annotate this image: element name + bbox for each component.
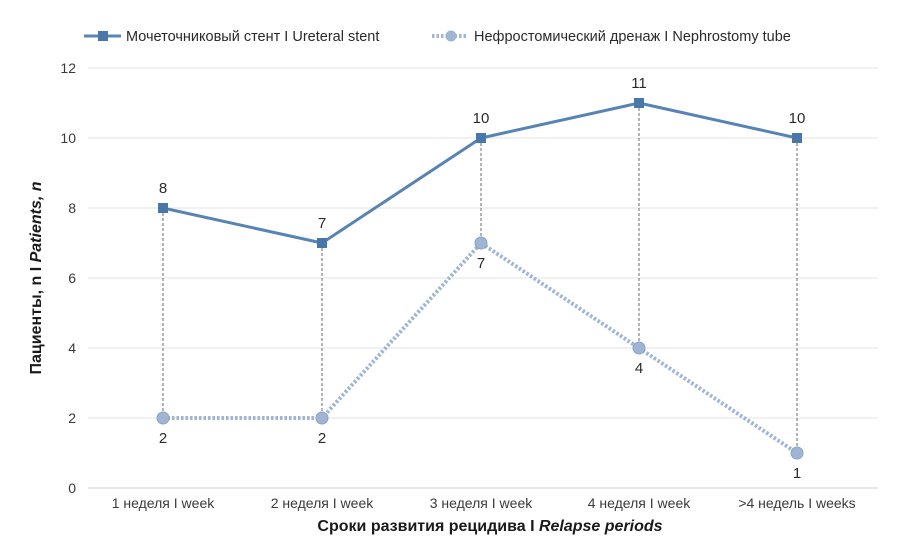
point-nephrostomy <box>156 411 170 425</box>
data-label-nephrostomy: 7 <box>477 255 485 272</box>
y-tick-label: 0 <box>68 480 76 496</box>
x-tick-label: >4 недель I weeks <box>738 495 855 511</box>
y-tick-label: 12 <box>60 60 76 76</box>
data-label-nephrostomy: 2 <box>318 430 326 447</box>
y-axis-title-main: Пациенты, n I <box>28 262 45 374</box>
legend: Мочеточниковый стент I Ureteral stent Неф… <box>84 29 791 45</box>
point-nephrostomy <box>315 411 329 425</box>
x-axis-title-italic: Relapse periods <box>539 518 663 535</box>
point-stent <box>476 133 486 143</box>
drop-lines <box>162 103 798 453</box>
legend-label-nephrostomy: Нефростомический дренаж I Nephrostomy tu… <box>474 29 791 45</box>
y-tick-label: 2 <box>68 410 76 426</box>
series-group <box>156 98 804 460</box>
y-axis-title-italic: Patients, n <box>28 181 45 262</box>
y-tick-label: 10 <box>60 130 76 146</box>
x-tick-label: 4 неделя I week <box>588 495 691 511</box>
y-axis-title: Пациенты, n I Patients, n <box>28 181 45 374</box>
data-label-stent: 8 <box>159 180 167 197</box>
x-axis-ticks: 1 неделя I week 2 неделя I week 3 неделя I… <box>112 495 856 511</box>
data-label-stent: 11 <box>631 75 647 92</box>
point-stent <box>634 98 644 108</box>
data-label-nephrostomy: 4 <box>635 360 643 377</box>
point-stent <box>158 203 168 213</box>
point-nephrostomy <box>632 341 646 355</box>
x-tick-label: 3 неделя I week <box>430 495 533 511</box>
y-axis-ticks: 0 2 4 6 8 10 12 <box>60 60 76 496</box>
data-label-nephrostomy: 2 <box>159 430 167 447</box>
y-tick-label: 6 <box>68 270 76 286</box>
data-label-stent: 7 <box>318 215 326 232</box>
legend-marker-nephrostomy <box>445 30 457 42</box>
legend-label-stent: Мочеточниковый стент I Ureteral stent <box>126 29 379 45</box>
point-nephrostomy <box>474 236 488 250</box>
data-label-stent: 10 <box>473 110 490 127</box>
point-nephrostomy <box>790 446 804 460</box>
y-tick-label: 8 <box>68 200 76 216</box>
x-tick-label: 2 неделя I week <box>271 495 374 511</box>
point-stent <box>792 133 802 143</box>
point-stent <box>317 238 327 248</box>
series-line-nephrostomy <box>163 241 799 455</box>
data-label-stent: 10 <box>789 110 806 127</box>
x-tick-label: 1 неделя I week <box>112 495 215 511</box>
data-labels: 8 7 10 11 10 2 2 7 4 1 <box>159 75 806 482</box>
data-label-nephrostomy: 1 <box>793 465 801 482</box>
y-tick-label: 4 <box>68 340 76 356</box>
x-axis-title-main: Сроки развития рецидива I <box>317 518 539 535</box>
legend-marker-stent <box>98 31 108 41</box>
x-axis-title: Сроки развития рецидива I Relapse period… <box>317 518 662 535</box>
